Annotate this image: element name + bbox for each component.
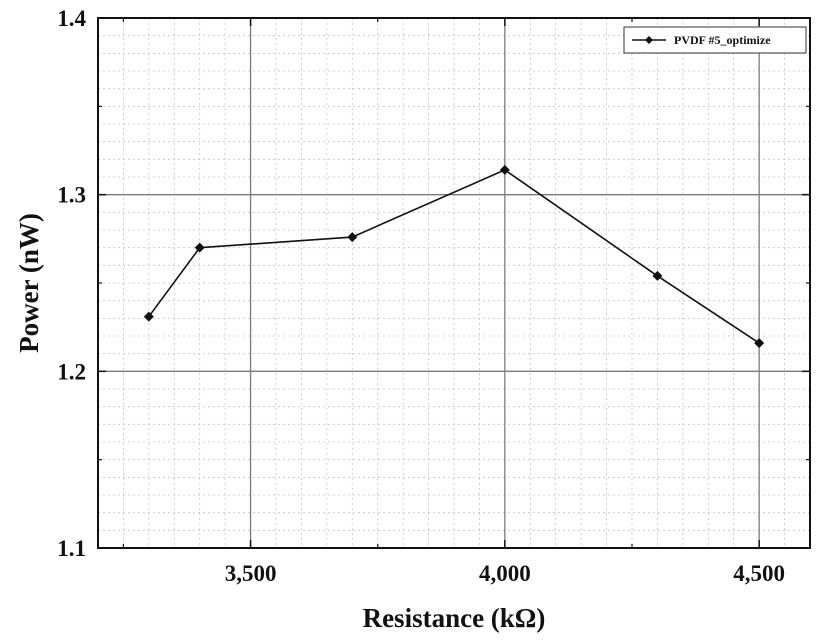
data-point — [347, 232, 358, 243]
y-tick-labels: 1.1 1.2 1.3 1.4 — [57, 6, 86, 561]
data-point — [499, 164, 510, 175]
legend-label: PVDF #5_optimize — [674, 33, 771, 47]
minor-grid — [97, 18, 811, 548]
y-tick-label: 1.4 — [57, 6, 86, 31]
data-point — [754, 338, 765, 349]
legend: PVDF #5_optimize — [623, 26, 807, 54]
y-tick-label: 1.1 — [57, 536, 86, 561]
data-point — [652, 270, 663, 281]
axis-ticks — [98, 17, 810, 549]
legend-marker — [645, 36, 653, 44]
y-tick-label: 1.3 — [57, 183, 86, 208]
x-tick-label: 4,000 — [479, 561, 531, 586]
y-tick-label: 1.2 — [57, 359, 86, 384]
x-tick-label: 4,500 — [733, 561, 785, 586]
data-point — [194, 242, 205, 253]
x-tick-labels: 3,500 4,000 4,500 — [225, 561, 785, 586]
x-axis-title: Resistance (kΩ) — [363, 603, 546, 633]
series-layer — [143, 164, 765, 349]
series-line — [148, 169, 760, 344]
y-axis-title: Power (nW) — [14, 213, 44, 353]
major-grid — [98, 18, 810, 548]
x-tick-label: 3,500 — [225, 561, 277, 586]
data-point — [143, 311, 154, 322]
